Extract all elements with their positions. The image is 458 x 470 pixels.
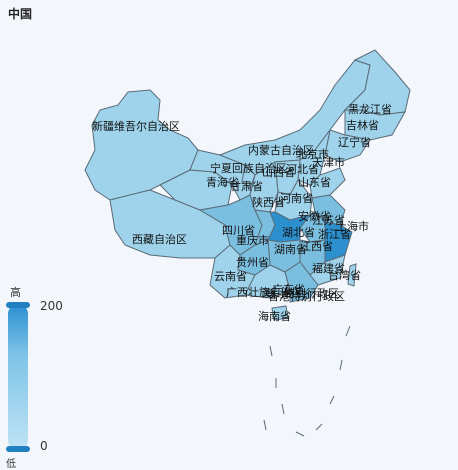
province-label: 贵州省 — [236, 256, 269, 269]
province-label: 山西省 — [262, 166, 295, 179]
south-sea-dashes — [263, 325, 351, 437]
province-label: 吉林省 — [346, 118, 379, 132]
legend-gradient-bar — [8, 304, 28, 450]
province-label: 香港特别行政区 — [268, 289, 345, 303]
province-label: 福建省 — [312, 261, 345, 275]
province-label: 北京市 — [296, 147, 329, 161]
province-ningxia[interactable] — [241, 163, 256, 189]
legend-min-value: 0 — [40, 439, 48, 453]
province-label: 江西省 — [300, 240, 333, 253]
province-label: 天津市 — [312, 155, 345, 169]
province-label: 内蒙古自治区 — [248, 143, 314, 157]
province-taiwan[interactable] — [347, 263, 357, 287]
province-label: 甘肃省 — [230, 180, 263, 193]
legend-top-handle[interactable] — [6, 302, 30, 308]
province-label: 安徽省 — [298, 209, 331, 223]
map-title: 中国 — [8, 7, 33, 21]
province-label: 四川省 — [222, 224, 255, 237]
province-label: 湖北省 — [282, 226, 315, 239]
province-label: 黑龙江省 — [348, 103, 392, 116]
province-hainan[interactable] — [271, 305, 289, 321]
province-label: 辽宁省 — [338, 135, 371, 149]
province-hebei[interactable] — [297, 129, 331, 186]
legend-low-label: 低 — [6, 459, 16, 470]
province-guangdong[interactable] — [284, 261, 319, 303]
province-label: 澳门特别行政区 — [262, 286, 339, 300]
province-hubei[interactable] — [267, 211, 312, 243]
province-label: 江苏省 — [312, 214, 345, 227]
province-label: 西藏自治区 — [132, 232, 187, 246]
province-label: 广西壮族自治区 — [226, 285, 303, 299]
province-label: 新疆维吾尔自治区 — [92, 119, 180, 133]
legend-bottom-handle[interactable] — [6, 446, 30, 452]
province-xinjiang[interactable] — [84, 89, 199, 201]
province-label: 广东省 — [272, 283, 305, 296]
province-label: 湖南省 — [274, 243, 307, 256]
province-label: 陕西省 — [252, 195, 285, 209]
province-label: 云南省 — [214, 270, 247, 283]
legend-high-label: 高 — [10, 286, 21, 299]
province-label: 山东省 — [298, 176, 331, 189]
legend-max-value: 200 — [40, 299, 63, 313]
province-label: 海南省 — [258, 309, 291, 323]
province-label: 河北省 — [286, 163, 319, 176]
province-label: 青海省 — [206, 175, 239, 189]
province-label: 浙江省 — [318, 228, 351, 241]
province-label: 河南省 — [280, 192, 313, 205]
province-fujian[interactable] — [309, 254, 346, 286]
province-label: 重庆市 — [236, 233, 269, 247]
province-label: 上海市 — [336, 219, 369, 233]
province-label: 台湾省 — [328, 268, 361, 282]
province-label: 宁夏回族自治区 — [210, 161, 287, 175]
